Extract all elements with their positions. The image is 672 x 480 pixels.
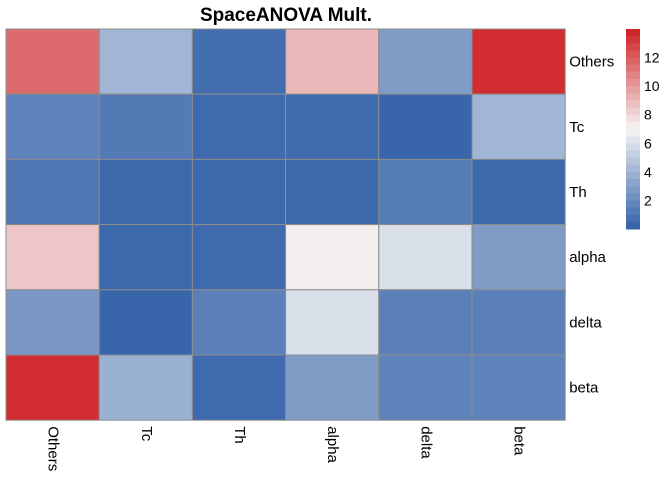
- heatmap-cell: [378, 289, 473, 356]
- heatmap-cell: [191, 158, 287, 226]
- heatmap-cell: [471, 289, 566, 356]
- row-label: Others: [569, 54, 614, 71]
- legend-swatch: [626, 129, 640, 137]
- legend-swatch: [626, 121, 640, 130]
- column-label: delta: [417, 426, 434, 459]
- heatmap-cell: [191, 93, 287, 160]
- heatmap-cell: [471, 224, 566, 291]
- legend-swatch: [626, 50, 640, 59]
- column-label: Th: [231, 426, 248, 444]
- heatmap-cell: [191, 354, 287, 421]
- chart-title: SpaceANOVA Mult.: [200, 5, 372, 26]
- legend-swatch: [626, 200, 640, 209]
- legend-swatch: [626, 86, 640, 94]
- heatmap-cell: [98, 354, 193, 421]
- heatmap-cell: [378, 224, 473, 291]
- legend-swatch: [626, 214, 640, 223]
- legend-swatch: [626, 100, 640, 109]
- legend-swatch: [626, 107, 640, 116]
- legend-swatch: [626, 179, 640, 187]
- legend-swatch: [626, 193, 640, 201]
- heatmap-cell: [5, 224, 100, 291]
- column-label: beta: [511, 426, 528, 456]
- heatmap-cell: [285, 158, 380, 226]
- heatmap-cell: [378, 28, 473, 95]
- heatmap-cell: [98, 224, 193, 291]
- legend-tick-label: 8: [644, 107, 652, 123]
- legend-swatch: [626, 93, 640, 101]
- heatmap-cell: [191, 289, 287, 356]
- heatmap-cell: [98, 93, 193, 160]
- legend-swatch: [626, 57, 640, 66]
- heatmap-cell: [285, 93, 380, 160]
- heatmap-cell: [5, 93, 100, 160]
- heatmap-cell: [285, 289, 380, 356]
- heatmap-cell: [471, 93, 566, 160]
- heatmap-cell: [5, 354, 100, 421]
- legend-swatch: [626, 79, 640, 87]
- heatmap-cell: [378, 158, 473, 226]
- heatmap-cell: [471, 28, 566, 95]
- legend-swatch: [626, 43, 640, 51]
- legend-tick-label: 10: [644, 78, 660, 94]
- heatmap-cell: [285, 224, 380, 291]
- color-legend: 2 4 6 8 10 12: [626, 29, 660, 230]
- legend-tick-label: 12: [644, 50, 660, 66]
- legend-swatch: [626, 186, 640, 194]
- legend-swatch: [626, 171, 640, 180]
- row-label: delta: [569, 314, 602, 331]
- legend-swatch: [626, 64, 640, 73]
- column-label: alpha: [324, 426, 341, 463]
- heatmap-cells: [5, 28, 566, 421]
- column-label: Tc: [138, 426, 155, 442]
- row-label: alpha: [569, 249, 606, 266]
- legend-swatch: [626, 164, 640, 173]
- legend-swatch: [626, 71, 640, 80]
- legend-swatch: [626, 114, 640, 123]
- legend-swatch: [626, 221, 640, 230]
- heatmap-cell: [98, 28, 193, 95]
- column-label: Others: [45, 426, 62, 471]
- heatmap-cell: [285, 28, 380, 95]
- legend-swatch: [626, 207, 640, 216]
- heatmap-cell: [191, 28, 287, 95]
- row-label: Tc: [569, 119, 585, 136]
- column-labels: Others Tc Th alpha delta beta: [45, 426, 528, 471]
- legend-swatch: [626, 143, 640, 151]
- heatmap-cell: [98, 289, 193, 356]
- legend-swatch: [626, 36, 640, 44]
- heatmap-cell: [471, 158, 566, 226]
- heatmap-cell: [5, 158, 100, 226]
- legend-tick-label: 2: [644, 192, 652, 208]
- legend-swatch: [626, 29, 640, 37]
- row-label: beta: [569, 380, 599, 397]
- row-label: Th: [569, 184, 587, 201]
- legend-swatch: [626, 150, 640, 159]
- legend-tick-label: 4: [644, 164, 652, 180]
- heatmap-cell: [378, 354, 473, 421]
- heatmap-cell: [471, 354, 566, 421]
- legend-tick-label: 6: [644, 135, 652, 151]
- row-labels: Others Tc Th alpha delta beta: [569, 54, 614, 397]
- heatmap-cell: [191, 224, 287, 291]
- heatmap-cell: [5, 289, 100, 356]
- heatmap-cell: [285, 354, 380, 421]
- heatmap-cell: [98, 158, 193, 226]
- legend-swatch: [626, 157, 640, 166]
- heatmap-cell: [378, 93, 473, 160]
- heatmap-cell: [5, 28, 100, 95]
- legend-swatch: [626, 136, 640, 144]
